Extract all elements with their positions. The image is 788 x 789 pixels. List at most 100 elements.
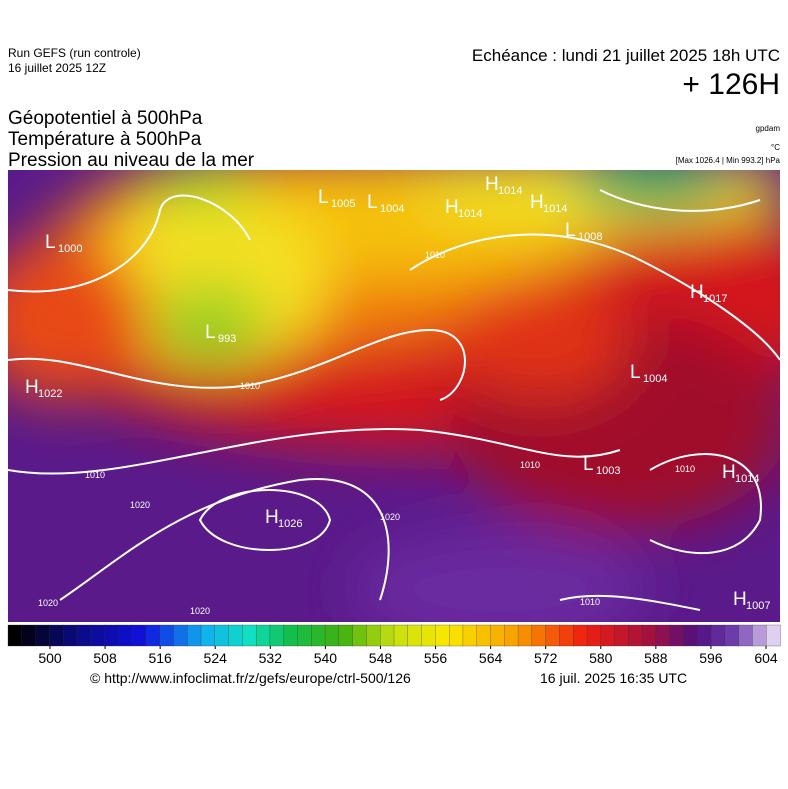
center-letter: H <box>690 282 704 303</box>
colorbar-swatch <box>393 624 409 647</box>
colorbar-label: 500 <box>38 650 62 666</box>
center-value: 993 <box>218 333 236 345</box>
center-value: 1017 <box>703 293 727 305</box>
isobar-label: 1010 <box>425 250 445 260</box>
center-value: 1004 <box>643 373 667 385</box>
colorbar-swatch <box>104 624 119 647</box>
colorbar-swatch <box>76 624 92 647</box>
center-letter: H <box>445 197 459 218</box>
colorbar-swatch <box>324 624 340 647</box>
center-value: 1014 <box>735 473 759 485</box>
temperature-field <box>8 170 780 622</box>
field-name: Pression au niveau de la mer <box>8 150 255 171</box>
isobar-label: 1010 <box>580 597 600 607</box>
colorbar-swatch <box>338 624 354 647</box>
center-value: 1003 <box>596 465 620 477</box>
colorbar-label: 540 <box>314 650 338 666</box>
colorbar-swatch <box>531 624 547 647</box>
colorbar-swatch <box>255 624 271 647</box>
colorbar-label: 508 <box>93 650 117 666</box>
colorbar-swatch <box>697 624 712 647</box>
colorbar-swatch <box>7 624 23 647</box>
isobar-label: 1020 <box>190 606 210 616</box>
colorbar-swatch <box>159 624 175 647</box>
center-letter: L <box>565 220 576 241</box>
isobars <box>8 189 780 611</box>
colorbar-swatch <box>724 624 740 647</box>
colorbar-swatch <box>490 624 505 647</box>
colorbar-swatch <box>173 624 188 647</box>
colorbar-swatch <box>118 624 133 647</box>
isobar-label: 1020 <box>130 500 150 510</box>
colorbar-swatch <box>131 624 147 647</box>
center-letter: H <box>722 462 736 483</box>
colorbar-label: 596 <box>699 650 723 666</box>
colorbar-swatch <box>380 624 395 647</box>
colorbar-swatch <box>242 624 257 647</box>
colorbar-label: 604 <box>754 650 778 666</box>
center-letter: H <box>733 589 747 610</box>
colorbar-swatch <box>710 624 726 647</box>
colorbar-label: 532 <box>259 650 283 666</box>
isobar-label: 1020 <box>380 512 400 522</box>
center-value: 1000 <box>58 243 82 255</box>
center-letter: L <box>583 454 594 475</box>
colorbar-swatch <box>504 624 519 647</box>
colorbar-label: 572 <box>534 650 558 666</box>
colorbar-swatch <box>683 624 698 647</box>
center-letter: H <box>485 174 499 195</box>
colorbar-swatch <box>435 624 450 647</box>
colorbar-label: 556 <box>424 650 448 666</box>
colorbar-swatch <box>311 624 326 647</box>
center-value: 1014 <box>543 203 567 215</box>
run-name: Run GEFS (run controle) <box>8 46 141 60</box>
isobar-label: 1010 <box>675 464 695 474</box>
footer-url: © http://www.infoclimat.fr/z/gefs/europe… <box>90 670 411 686</box>
center-value: 1007 <box>746 600 770 612</box>
colorbar-swatch <box>669 624 685 647</box>
center-value: 1008 <box>578 231 602 243</box>
field-name: Température à 500hPa <box>8 129 202 150</box>
colorbar-swatch <box>49 624 64 647</box>
colorbar-swatch <box>407 624 423 647</box>
extremes: [Max 1026.4 | Min 993.2] hPa <box>675 156 780 165</box>
colorbar-swatch <box>614 624 630 647</box>
colorbar-swatch <box>628 624 643 647</box>
center-letter: L <box>45 232 56 253</box>
footer-time: 16 juil. 2025 16:35 UTC <box>540 670 687 686</box>
center-value: 1014 <box>498 185 522 197</box>
colorbar-swatch <box>352 624 368 647</box>
colorbar-swatch <box>35 624 51 647</box>
center-value: 1005 <box>331 198 355 210</box>
field-name: Géopotentiel à 500hPa <box>8 108 203 129</box>
center-value: 1022 <box>38 388 62 400</box>
colorbar-label: 564 <box>479 650 503 666</box>
colorbar-swatch <box>421 624 437 647</box>
colorbar-swatch <box>228 624 244 647</box>
colorbar-swatch <box>62 624 78 647</box>
colorbar-swatch <box>462 624 478 647</box>
isobar-label: 1010 <box>85 470 105 480</box>
unit: gpdam <box>755 124 780 133</box>
colorbar-swatch <box>187 624 202 647</box>
colorbar-swatch <box>297 624 312 647</box>
colorbar-swatch <box>21 624 37 647</box>
center-letter: H <box>25 377 39 398</box>
center-value: 1004 <box>380 203 404 215</box>
lead-time: + 126H <box>682 68 780 101</box>
center-letter: L <box>318 187 329 208</box>
colorbar-swatch <box>545 624 561 647</box>
valid-time: Echéance : lundi 21 juillet 2025 18h UTC <box>471 46 780 65</box>
colorbar-label: 524 <box>204 650 228 666</box>
colorbar-swatch <box>145 624 161 647</box>
isobar-label: 1020 <box>38 598 58 608</box>
colorbar-swatch <box>752 624 767 647</box>
colorbar-swatch <box>283 624 299 647</box>
colorbar-swatch <box>90 624 106 647</box>
colorbar-swatch <box>738 624 754 647</box>
run-date: 16 juillet 2025 12Z <box>8 61 107 75</box>
colorbar-swatch <box>766 624 781 647</box>
colorbar-swatch <box>214 624 230 647</box>
center-letter: L <box>205 322 216 343</box>
colorbar-swatch <box>655 624 671 647</box>
